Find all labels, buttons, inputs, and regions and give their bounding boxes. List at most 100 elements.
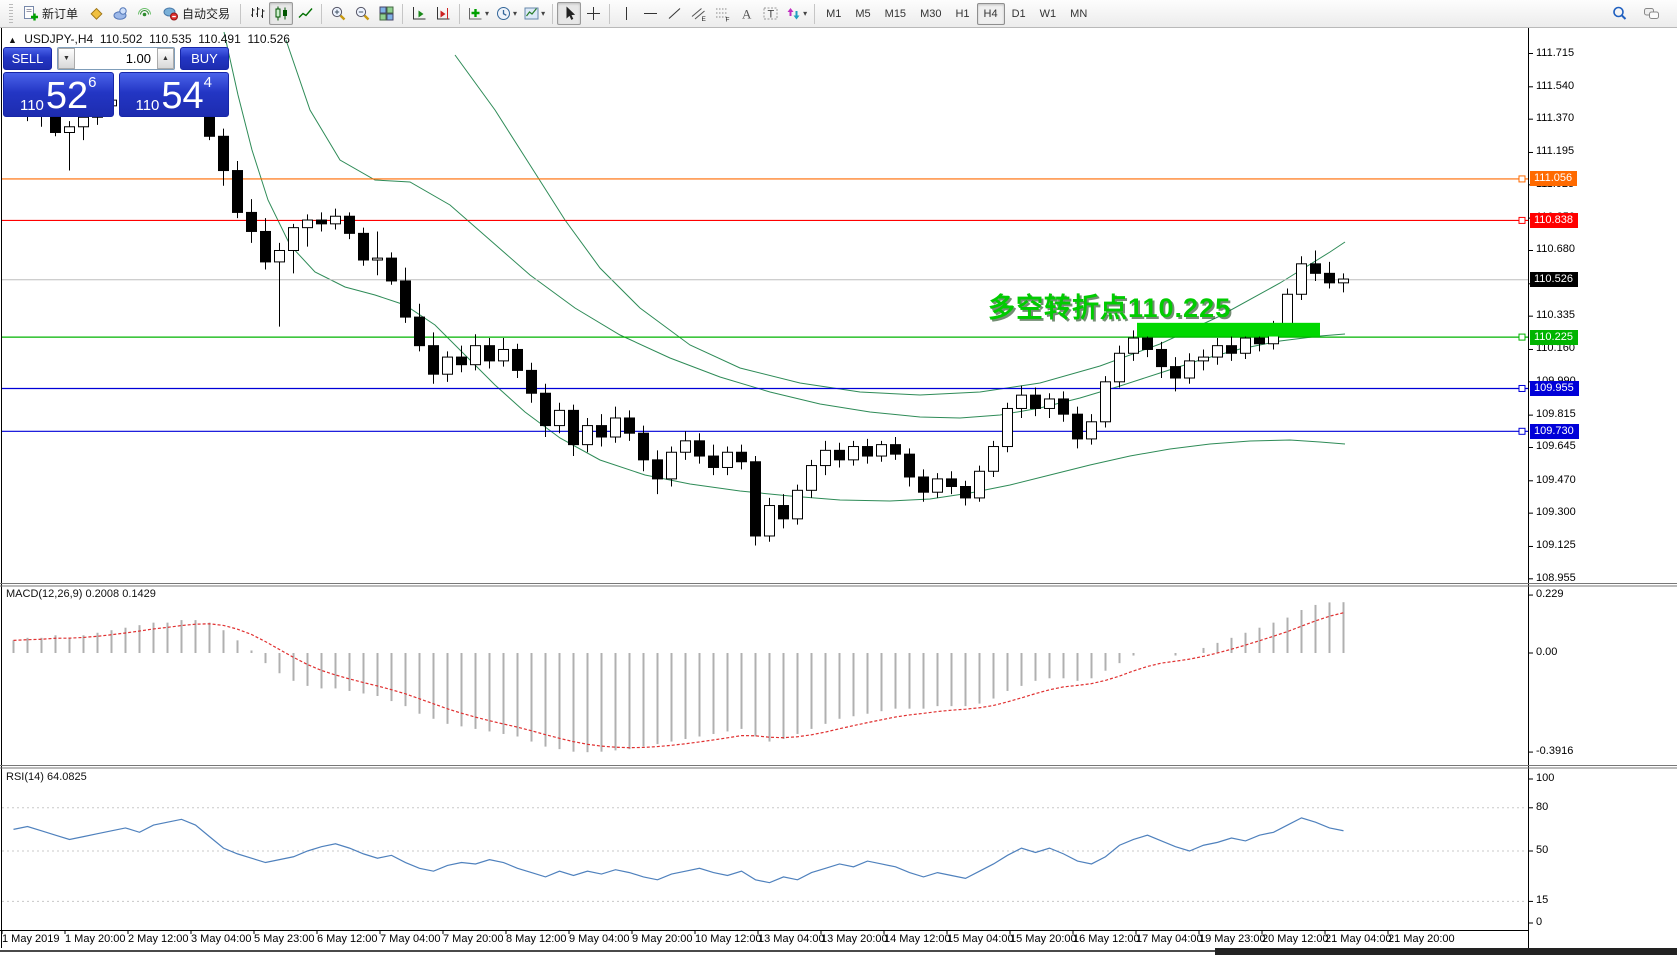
signals-button[interactable] bbox=[132, 2, 156, 25]
toolbar-grip[interactable] bbox=[9, 3, 13, 24]
cursor-button[interactable] bbox=[557, 2, 582, 25]
search-button[interactable] bbox=[1607, 2, 1631, 25]
zoom-out-button[interactable] bbox=[350, 2, 374, 25]
one-click-trading-panel: SELL ▼ 1.00 ▲ BUY 110 52 6 110 54 4 bbox=[3, 47, 229, 117]
new-order-button[interactable]: 新订单 bbox=[16, 2, 84, 25]
main-toolbar: 新订单 自动交易 ▾ ▾ ▾ E F A T ▾ M1 M5 M15 M30 H1 H4 D1 W1 MN bbox=[0, 0, 1677, 28]
sell-button[interactable]: SELL bbox=[3, 47, 52, 70]
auto-scroll-button[interactable] bbox=[407, 2, 431, 25]
sell-price-panel[interactable]: 110 52 6 bbox=[3, 72, 114, 117]
trendline-button[interactable] bbox=[662, 2, 686, 25]
chart-title: ▲ USDJPY-,H4 110.502 110.535 110.491 110… bbox=[8, 32, 290, 46]
horizontal-line-button[interactable] bbox=[638, 2, 662, 25]
svg-text:E: E bbox=[701, 16, 706, 22]
timeframe-m15-button[interactable]: M15 bbox=[884, 7, 907, 20]
ohlc-low: 110.491 bbox=[198, 32, 241, 46]
timeframe-m1-button[interactable]: M1 bbox=[826, 7, 842, 20]
arrows-button[interactable]: ▾ bbox=[782, 2, 810, 25]
templates-icon bbox=[524, 7, 539, 20]
bar-chart-button[interactable] bbox=[245, 2, 269, 25]
svg-text:A: A bbox=[742, 7, 752, 22]
tile-windows-button[interactable] bbox=[374, 2, 398, 25]
macd-tick-label: 0.229 bbox=[1536, 588, 1564, 601]
date-tick-label: 8 May 12:00 bbox=[506, 933, 567, 945]
date-tick-label: 15 May 20:00 bbox=[1010, 933, 1077, 945]
chart-profile-button[interactable] bbox=[84, 2, 108, 25]
date-tick-label: 7 May 20:00 bbox=[443, 933, 504, 945]
timeframe-m30-button[interactable]: M30 bbox=[920, 7, 942, 20]
candlestick-button[interactable] bbox=[269, 2, 294, 25]
rsi-tick-label: 15 bbox=[1536, 894, 1549, 907]
volume-stepper[interactable]: ▼ 1.00 ▲ bbox=[57, 47, 175, 70]
chat-button[interactable] bbox=[1639, 2, 1663, 25]
date-tick-label: 20 May 12:00 bbox=[1262, 933, 1329, 945]
timeframe-d1-button[interactable]: D1 bbox=[1011, 7, 1026, 20]
date-tick-label: 2 May 12:00 bbox=[128, 933, 189, 945]
auto-trading-label: 自动交易 bbox=[182, 7, 231, 21]
rsi-label: RSI(14) 64.0825 bbox=[6, 771, 87, 783]
chat-icon bbox=[1643, 8, 1659, 19]
price-tick-label: 110.160 bbox=[1536, 342, 1575, 355]
equidistant-channel-button[interactable]: E bbox=[686, 2, 710, 25]
timeframe-mn-button[interactable]: MN bbox=[1070, 7, 1088, 20]
indicators-button[interactable]: ▾ bbox=[464, 2, 492, 25]
macd-main-value: 0.2008 bbox=[85, 588, 120, 600]
arrows-dropdown-icon[interactable]: ▾ bbox=[803, 9, 808, 18]
macd-label: MACD(12,26,9) 0.2008 0.1429 bbox=[6, 588, 156, 600]
fibonacci-button[interactable]: F bbox=[710, 2, 734, 25]
price-line-badge: 109.730 bbox=[1530, 423, 1579, 439]
templates-dropdown-icon[interactable]: ▾ bbox=[541, 9, 546, 18]
volume-value[interactable]: 1.00 bbox=[125, 51, 151, 66]
symbol-period: USDJPY-,H4 bbox=[24, 32, 94, 46]
text-label-button[interactable]: T bbox=[758, 2, 782, 25]
date-tick-label: 13 May 04:00 bbox=[758, 933, 825, 945]
buy-button[interactable]: BUY bbox=[180, 47, 229, 70]
templates-button[interactable]: ▾ bbox=[520, 2, 548, 25]
buy-price-panel[interactable]: 110 54 4 bbox=[118, 72, 229, 117]
date-tick-label: 1 May 20:00 bbox=[65, 933, 126, 945]
volume-decrease-button[interactable]: ▼ bbox=[58, 48, 75, 69]
timeframe-h1-button[interactable]: H1 bbox=[955, 7, 970, 20]
svg-text:T: T bbox=[767, 9, 774, 21]
date-tick-label: 15 May 04:00 bbox=[947, 933, 1014, 945]
timeframe-h4-button[interactable]: H4 bbox=[976, 2, 1005, 25]
crosshair-button[interactable] bbox=[581, 2, 605, 25]
date-tick-label: 19 May 23:00 bbox=[1199, 933, 1266, 945]
price-tick-label: 111.540 bbox=[1536, 79, 1575, 92]
price-tick-label: 109.125 bbox=[1536, 539, 1576, 552]
arrows-icon bbox=[787, 8, 800, 20]
toolbar-separator bbox=[552, 3, 554, 24]
toolbar-separator bbox=[609, 3, 611, 24]
vertical-line-button[interactable] bbox=[614, 2, 638, 25]
date-tick-label: 14 May 12:00 bbox=[884, 933, 951, 945]
price-tick-label: 109.645 bbox=[1536, 440, 1576, 453]
date-tick-label: 21 May 04:00 bbox=[1325, 933, 1392, 945]
price-tick-label: 111.195 bbox=[1536, 145, 1575, 158]
timeframe-w1-button[interactable]: W1 bbox=[1039, 7, 1057, 20]
text-button[interactable]: A bbox=[734, 2, 758, 25]
date-tick-label: 17 May 04:00 bbox=[1136, 933, 1203, 945]
price-tick-label: 109.300 bbox=[1536, 506, 1576, 519]
periods-dropdown-icon[interactable]: ▾ bbox=[513, 9, 518, 18]
text-annotation[interactable]: 多空转折点110.225 bbox=[988, 293, 1232, 323]
line-chart-button[interactable] bbox=[293, 2, 317, 25]
zoom-in-button[interactable] bbox=[326, 2, 350, 25]
timeframe-m5-button[interactable]: M5 bbox=[855, 7, 871, 20]
text-icon: A bbox=[742, 7, 752, 22]
date-tick-label: 16 May 12:00 bbox=[1073, 933, 1140, 945]
zoom-in-icon bbox=[331, 6, 345, 21]
terminal-button[interactable] bbox=[108, 2, 132, 25]
volume-increase-button[interactable]: ▲ bbox=[157, 48, 174, 69]
date-tick-label: 9 May 20:00 bbox=[632, 933, 693, 945]
equidistant-channel-icon: E bbox=[691, 8, 706, 22]
indicators-dropdown-icon[interactable]: ▾ bbox=[485, 9, 490, 18]
collapse-triangle-icon[interactable]: ▲ bbox=[8, 35, 17, 45]
auto-trading-button[interactable]: 自动交易 bbox=[156, 2, 236, 25]
toolbar-separator bbox=[402, 3, 404, 24]
price-line-badge: 110.225 bbox=[1530, 329, 1578, 345]
periods-button[interactable]: ▾ bbox=[492, 2, 520, 25]
date-tick-label: 10 May 12:00 bbox=[695, 933, 762, 945]
chart-shift-button[interactable] bbox=[431, 2, 455, 25]
